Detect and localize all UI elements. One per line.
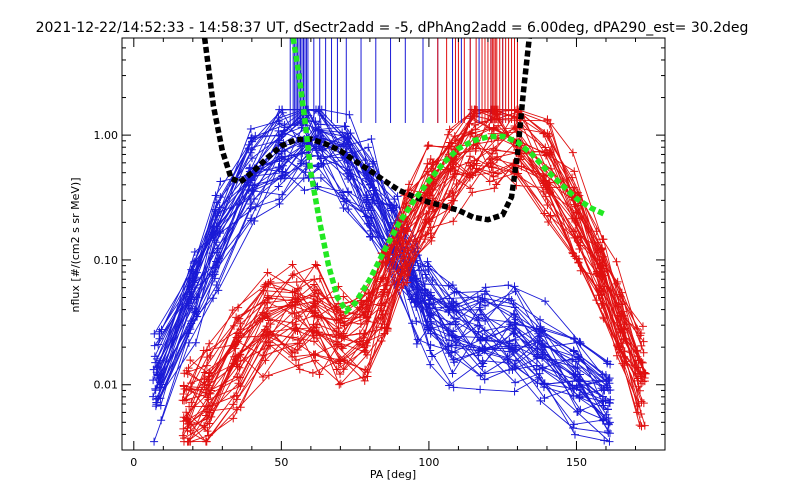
flux-line (190, 113, 639, 403)
black-model-curve (201, 38, 532, 223)
model-curves (201, 38, 608, 316)
flux-point-markers (154, 114, 606, 393)
flux-point-markers (155, 150, 614, 438)
flux-line (185, 109, 644, 401)
flux-line (183, 148, 638, 394)
flux-line (158, 122, 611, 391)
flux-line (186, 109, 642, 401)
flux-line (157, 118, 602, 389)
y-tick-label: 0.01 (94, 379, 119, 392)
y-tick-label: 0.10 (94, 254, 119, 267)
y-axis-ticks: 0.01 0.10 1.00 (94, 37, 665, 451)
x-tick-label: 0 (130, 456, 137, 469)
top-tick-marks (289, 38, 518, 126)
flux-line (183, 162, 639, 439)
flux-line (190, 156, 638, 443)
flux-line (186, 162, 642, 427)
flux-line (152, 135, 609, 397)
flux-line (159, 111, 607, 383)
flux-line (155, 162, 609, 410)
flux-line (155, 135, 609, 432)
chart-title: 2021-12-22/14:52:33 - 14:58:37 UT, dSect… (36, 20, 749, 36)
flux-line (156, 129, 610, 391)
flux-line (189, 115, 645, 375)
plot-frame (121, 37, 666, 451)
blue-pitch-angle-lines (149, 105, 615, 446)
flux-point-markers (152, 163, 613, 437)
red-pitch-angle-lines (178, 105, 650, 446)
x-tick-label: 50 (274, 456, 288, 469)
y-tick-label: 1.00 (94, 129, 119, 142)
flux-line (183, 165, 646, 443)
x-tick-label: 150 (566, 456, 587, 469)
x-axis-label: PA [deg] (370, 468, 416, 481)
flux-line (155, 132, 609, 419)
flux-line (152, 137, 610, 384)
y-axis-label: nflux [#/(cm2 s sr MeV)] (69, 178, 82, 313)
x-tick-label: 100 (418, 456, 439, 469)
flux-line (155, 138, 607, 415)
flux-line (159, 126, 604, 406)
flux-line (159, 109, 608, 362)
flux-line (186, 108, 644, 391)
x-axis-ticks: 0 50 100 150 (130, 38, 636, 469)
flux-line (159, 154, 611, 434)
green-model-curve (290, 38, 608, 316)
flux-point-markers (186, 152, 642, 446)
flux-line (183, 109, 645, 395)
